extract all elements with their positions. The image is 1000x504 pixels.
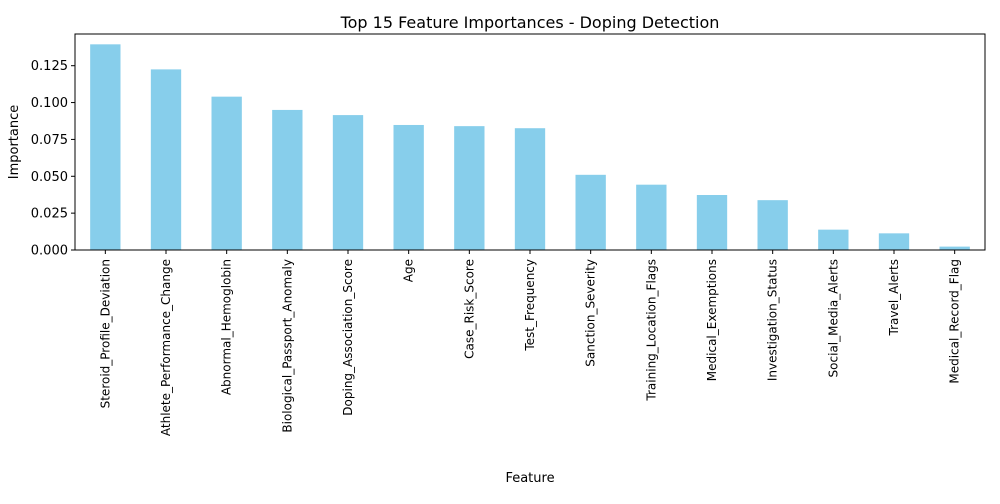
x-tick-label: Steroid_Profile_Deviation [98,259,112,408]
bar-doping-association-score [332,115,364,250]
bar-abnormal-hemoglobin [211,96,242,251]
x-tick-label: Doping_Association_Score [341,259,355,416]
x-tick-label: Age [402,259,416,282]
y-axis-ticks: 0.000 0.025 0.050 0.075 0.100 0.125 [31,59,75,259]
x-tick-label: Athlete_Performance_Change [159,259,173,436]
x-tick-label: Travel_Alerts [887,259,901,337]
x-tick-label: Sanction_Severity [584,259,598,367]
bar-investigation-status [757,200,788,250]
y-tick-label: 0.050 [31,170,68,185]
bar-travel-alerts [878,233,910,250]
y-tick-label: 0.125 [31,59,68,74]
x-tick-label: Medical_Exemptions [705,259,719,381]
y-tick-label: 0.025 [31,207,68,222]
chart-title: Top 15 Feature Importances - Doping Dete… [340,13,720,32]
bar-training-location-flags [636,184,667,250]
y-tick-label: 0.075 [31,133,68,148]
bar-age [393,124,424,250]
bars-group [90,44,970,251]
bar-test-frequency [514,128,546,250]
bar-biological-passport-anomaly [272,109,303,251]
x-tick-label: Social_Media_Alerts [826,259,840,377]
x-axis-ticks: Steroid_Profile_Deviation Athlete_Perform… [98,250,962,436]
bar-social-media-alerts [818,229,849,250]
x-tick-label: Abnormal_Hemoglobin [220,259,234,395]
x-tick-label: Training_Location_Flags [644,259,658,402]
y-tick-label: 0.000 [31,244,68,259]
y-tick-label: 0.100 [31,96,68,111]
bar-sanction-severity [575,174,606,250]
x-axis-label: Feature [505,471,554,486]
bar-steroid-profile-deviation [90,44,121,251]
bar-athlete-performance-change [150,69,182,250]
plot-frame [74,33,986,251]
x-tick-label: Medical_Record_Flag [948,259,962,384]
y-axis-label: Importance [7,105,22,180]
bar-medical-exemptions [696,195,728,250]
x-tick-label: Case_Risk_Score [462,259,476,359]
bar-case-risk-score [454,126,485,250]
x-tick-label: Investigation_Status [766,259,780,381]
x-tick-label: Biological_Passport_Anomaly [280,259,294,433]
bar-medical-record-flag [939,246,970,250]
x-tick-label: Test_Frequency [523,259,537,352]
